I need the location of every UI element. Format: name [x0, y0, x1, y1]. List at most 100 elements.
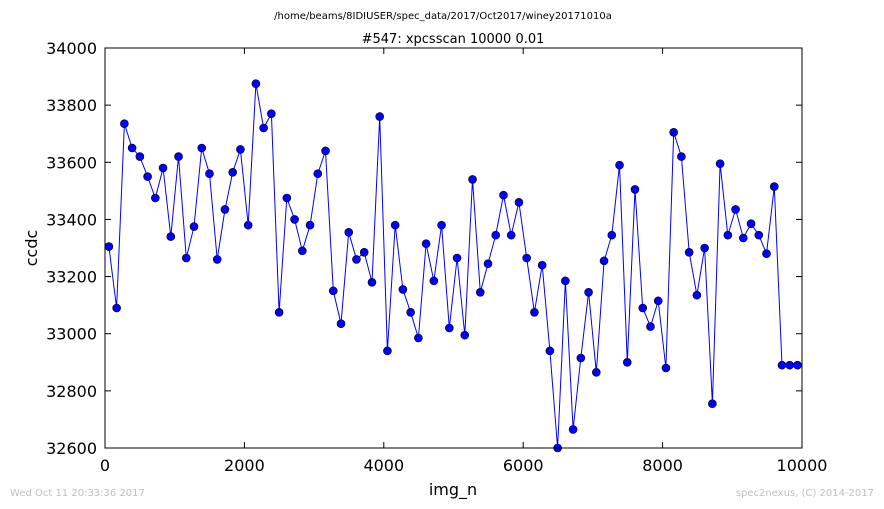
data-point — [754, 230, 764, 240]
data-point — [677, 152, 686, 161]
data-point — [561, 276, 570, 286]
data-point — [684, 247, 694, 257]
x-tick-label: 4000 — [363, 456, 404, 475]
data-point — [739, 233, 748, 243]
chart-title: #547: xpcsscan 10000 0.01 — [362, 32, 545, 47]
data-point — [545, 346, 555, 356]
y-tick-label: 33800 — [46, 96, 97, 115]
data-point — [189, 222, 199, 231]
data-point — [522, 253, 531, 263]
data-point — [715, 159, 725, 169]
y-tick-label: 33200 — [46, 268, 97, 287]
data-point — [228, 167, 237, 177]
data-point — [506, 230, 516, 240]
data-point — [313, 169, 323, 179]
data-point — [615, 160, 624, 170]
y-tick-label: 33400 — [46, 210, 97, 229]
data-point — [359, 247, 369, 257]
data-point — [205, 169, 214, 179]
data-point — [243, 220, 253, 230]
data-point — [646, 322, 655, 331]
data-point — [321, 146, 330, 156]
data-point — [622, 357, 632, 367]
data-point — [282, 193, 292, 203]
data-point — [731, 205, 740, 214]
data-point — [220, 205, 230, 214]
data-point — [267, 109, 276, 119]
data-point — [305, 220, 315, 230]
data-point — [383, 346, 392, 356]
y-tick-label: 32600 — [46, 439, 97, 458]
data-point — [398, 285, 408, 294]
data-point — [406, 307, 415, 317]
data-point — [692, 290, 702, 300]
data-point — [375, 112, 384, 121]
timestamp-footer: Wed Oct 11 20:33:36 2017 — [10, 488, 145, 499]
data-point — [607, 230, 617, 240]
data-point — [151, 193, 160, 203]
data-point — [793, 360, 802, 370]
data-point — [746, 219, 756, 229]
data-point — [166, 232, 176, 241]
data-point — [135, 152, 145, 161]
data-point — [290, 215, 299, 224]
x-tick-label: 2000 — [224, 456, 265, 475]
plot-area — [105, 79, 802, 453]
series-line — [108, 83, 798, 449]
data-point — [514, 197, 524, 207]
data-point — [762, 249, 771, 259]
data-point — [212, 255, 222, 264]
y-tick-label: 32800 — [46, 382, 97, 401]
data-point — [592, 367, 601, 377]
data-point — [390, 220, 400, 230]
data-point — [661, 363, 671, 373]
data-point — [336, 319, 346, 329]
data-point — [344, 227, 354, 237]
data-point — [700, 243, 709, 253]
credit-footer: spec2nexus, (C) 2014-2017 — [735, 488, 874, 499]
y-tick-label: 33600 — [46, 153, 97, 172]
data-point — [437, 220, 446, 230]
data-point — [429, 276, 439, 286]
y-tick-label: 34000 — [46, 39, 97, 58]
data-point — [483, 259, 493, 269]
data-point — [120, 119, 129, 129]
data-point — [530, 307, 539, 317]
data-point — [143, 172, 152, 181]
data-point — [414, 333, 423, 343]
data-point — [112, 303, 121, 313]
x-tick-label: 8000 — [642, 456, 683, 475]
data-point — [475, 287, 485, 297]
data-point — [638, 303, 648, 313]
data-point — [653, 296, 663, 306]
data-point — [181, 253, 191, 263]
data-point — [576, 353, 586, 363]
data-point — [584, 287, 593, 297]
data-point — [259, 123, 268, 133]
data-point — [251, 79, 261, 89]
data-point — [158, 163, 168, 173]
x-tick-label: 10000 — [777, 456, 828, 475]
data-point — [568, 425, 578, 434]
data-point — [445, 323, 454, 333]
data-point — [367, 277, 377, 287]
data-point — [491, 230, 501, 240]
data-point — [174, 152, 183, 161]
x-tick-label: 0 — [100, 456, 110, 475]
plot-frame — [104, 47, 803, 449]
data-point — [328, 286, 338, 296]
y-tick-label: 33000 — [46, 325, 97, 344]
data-point — [723, 230, 733, 240]
data-point — [452, 253, 462, 263]
data-point — [599, 256, 609, 266]
data-point — [421, 239, 431, 249]
data-point — [127, 143, 137, 153]
data-point — [236, 145, 245, 154]
data-point — [537, 260, 547, 270]
x-axis-label: img_n — [429, 480, 477, 500]
data-point — [769, 182, 779, 191]
data-point — [197, 143, 207, 153]
x-tick-label: 6000 — [503, 456, 544, 475]
data-point — [460, 330, 470, 340]
